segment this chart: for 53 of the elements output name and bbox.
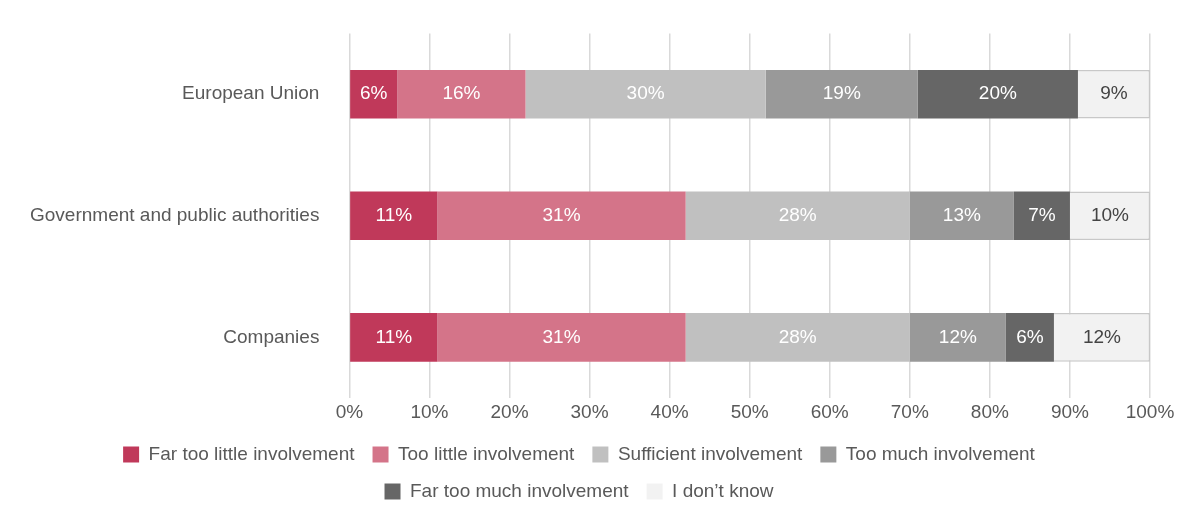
y-tick-label: Companies [223, 325, 320, 347]
bar [350, 69, 398, 119]
x-tick-label: 40% [650, 400, 689, 422]
data-label: 31% [542, 325, 581, 347]
x-tick-label: 20% [490, 400, 529, 422]
data-label: 16% [442, 82, 481, 104]
bar [1005, 313, 1054, 362]
bar [685, 313, 910, 362]
legend-label: Sufficient involvement [617, 442, 804, 464]
data-label: 28% [778, 325, 817, 347]
data-label: 31% [542, 204, 581, 226]
legend-label: Too much involvement [845, 442, 1036, 464]
x-tick-label: 80% [970, 400, 1009, 422]
data-label: 30% [626, 82, 665, 104]
bar [917, 69, 1078, 119]
data-label: 7% [1028, 204, 1056, 226]
legend-label: Far too much involvement [410, 479, 630, 501]
data-label: 11% [375, 204, 413, 226]
bar [525, 69, 766, 119]
x-tick-label: 70% [890, 400, 929, 422]
data-label: 6% [360, 82, 388, 104]
bar [909, 191, 1014, 241]
x-tick-label: 10% [410, 400, 449, 422]
data-label: 12% [938, 325, 977, 347]
data-label: 6% [1016, 325, 1044, 347]
data-label: 12% [1082, 325, 1122, 347]
x-tick-label: 60% [810, 400, 849, 422]
bar [350, 313, 438, 362]
x-tick-label: 100% [1125, 400, 1175, 422]
bar [685, 191, 910, 241]
data-label: 28% [778, 204, 817, 226]
data-label: 10% [1090, 204, 1130, 226]
bar [765, 69, 918, 119]
x-tick-label: 30% [570, 400, 609, 422]
y-tick-label: European Union [182, 82, 320, 104]
x-tick-label: 50% [730, 400, 769, 422]
bar [1013, 191, 1070, 241]
y-tick-label: Government and public authorities [30, 204, 320, 226]
data-label: 13% [942, 204, 981, 226]
legend-label: Far too little involvement [148, 442, 356, 464]
x-tick-label: 90% [1050, 400, 1090, 422]
data-label: 9% [1100, 82, 1128, 104]
bar [909, 313, 1006, 362]
bar [397, 69, 526, 119]
data-label: 20% [978, 82, 1017, 104]
data-label: 19% [822, 82, 861, 104]
x-tick-label: 0% [335, 400, 364, 422]
bar [437, 191, 686, 241]
bar [350, 191, 438, 241]
bar [437, 313, 686, 362]
legend-label: Too little involvement [398, 442, 576, 464]
data-label: 11% [375, 325, 413, 347]
legend-label: I don’t know [672, 479, 774, 501]
